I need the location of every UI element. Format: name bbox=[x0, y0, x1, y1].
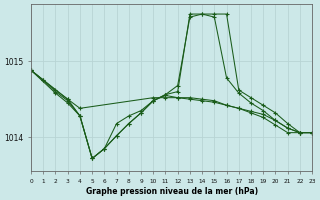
X-axis label: Graphe pression niveau de la mer (hPa): Graphe pression niveau de la mer (hPa) bbox=[85, 187, 258, 196]
